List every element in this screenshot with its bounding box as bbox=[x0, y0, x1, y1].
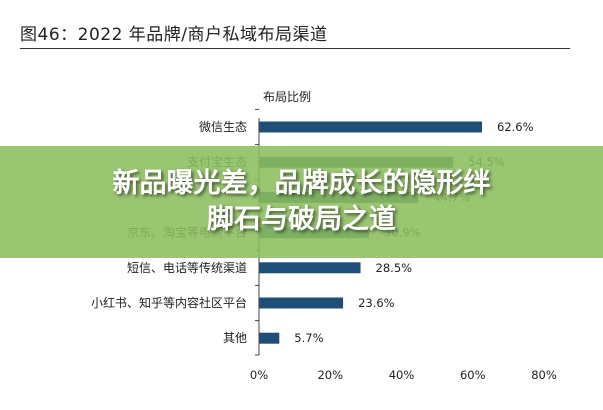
figure-title: 图46：2022 年品牌/商户私域布局渠道 bbox=[20, 25, 328, 45]
category-label-0: 微信生态 bbox=[199, 120, 247, 134]
value-label-0: 62.6% bbox=[497, 120, 534, 134]
bar-4 bbox=[259, 262, 361, 274]
value-label-4: 28.5% bbox=[376, 261, 413, 275]
category-label-6: 其他 bbox=[223, 331, 247, 345]
value-label-5: 23.6% bbox=[358, 296, 395, 310]
x-tick-label-1: 20% bbox=[317, 368, 343, 382]
x-tick-label-4: 80% bbox=[531, 368, 557, 382]
bar-0 bbox=[259, 121, 483, 133]
bar-5 bbox=[259, 297, 344, 309]
title-divider bbox=[20, 48, 570, 49]
overlay-headline-line1: 新品曝光差，品牌成长的隐形绊 bbox=[112, 168, 491, 199]
overlay-banner bbox=[0, 146, 603, 258]
category-label-4: 短信、电话等传统渠道 bbox=[127, 260, 247, 275]
x-tick-label-2: 40% bbox=[389, 368, 415, 382]
series-title: 布局比例 bbox=[263, 90, 311, 104]
bar-6 bbox=[259, 332, 280, 344]
value-label-6: 5.7% bbox=[294, 331, 323, 345]
overlay-headline: 新品曝光差，品牌成长的隐形绊 脚石与破局之道 bbox=[0, 166, 603, 238]
category-label-5: 小红书、知乎等内容社区平台 bbox=[91, 295, 247, 310]
x-tick-label-0: 0% bbox=[250, 368, 268, 382]
overlay-headline-line2: 脚石与破局之道 bbox=[207, 204, 396, 235]
x-tick-label-3: 60% bbox=[460, 368, 486, 382]
